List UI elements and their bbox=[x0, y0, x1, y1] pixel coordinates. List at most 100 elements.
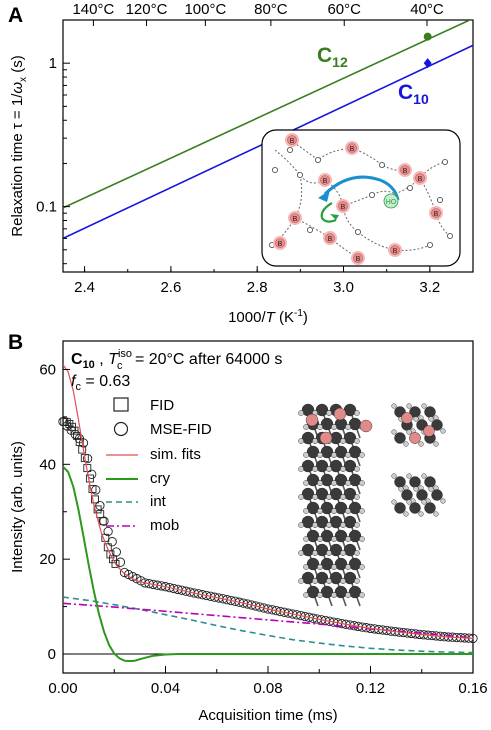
carbon-atom bbox=[348, 445, 362, 459]
panel-b-x-ticks: 0.00 0.04 0.08 0.12 0.16 bbox=[48, 666, 488, 697]
boron-label: B bbox=[403, 168, 408, 175]
a-marker-c10 bbox=[423, 58, 432, 69]
fid-point bbox=[78, 445, 87, 454]
hydrogen-atom bbox=[406, 473, 412, 479]
hydrogen-atom bbox=[312, 466, 318, 472]
hydrogen-atom bbox=[331, 424, 337, 430]
a-top-tick-label: 60°C bbox=[327, 1, 361, 18]
hydrogen-atom bbox=[433, 511, 439, 517]
mse-fid-point bbox=[107, 537, 117, 547]
panel-b-y-ticks: 0 20 40 60 bbox=[39, 361, 70, 663]
carbon-atom bbox=[329, 487, 343, 501]
carbon-atom bbox=[334, 501, 348, 515]
a-marker-c12 bbox=[423, 32, 432, 41]
hydrogen-atom bbox=[298, 578, 304, 584]
hydrogen-atom bbox=[340, 466, 346, 472]
b-x-tick-label: 0.08 bbox=[253, 680, 282, 697]
inset-network-schematic: B B B B B B B B B B B B HO bbox=[261, 129, 461, 267]
hydrogen-atom bbox=[312, 550, 318, 556]
hydrogen-atom bbox=[317, 452, 323, 458]
fid-point bbox=[62, 418, 71, 427]
carbon-atom bbox=[306, 529, 320, 543]
hydrogen-atom bbox=[298, 494, 304, 500]
panel-b-letter: B bbox=[8, 331, 23, 354]
fraction-annotation: fc = 0.63 bbox=[71, 373, 130, 393]
hydrogen-atom bbox=[413, 486, 419, 492]
hydrogen-atom bbox=[298, 550, 304, 556]
hydrogen-atom bbox=[391, 429, 397, 435]
hydrogen-atom bbox=[440, 428, 446, 434]
b-x-tick-label: 0.16 bbox=[458, 680, 487, 697]
boron-label: B bbox=[328, 236, 333, 243]
hydrogen-atom bbox=[326, 494, 332, 500]
b-y-tick-label: 60 bbox=[39, 361, 56, 378]
boron-label: B bbox=[323, 178, 328, 185]
boron-node bbox=[390, 245, 400, 255]
network-oxygen-node bbox=[306, 226, 313, 233]
carbon-atom bbox=[348, 417, 362, 431]
carbon-atom bbox=[334, 557, 348, 571]
carbon-atom bbox=[315, 515, 329, 529]
b-y-tick-label: 20 bbox=[39, 551, 56, 568]
hydrogen-atom bbox=[406, 403, 412, 409]
boron-node bbox=[431, 208, 441, 218]
hydrogen-atom bbox=[298, 410, 304, 416]
hydrogen-atom bbox=[354, 410, 360, 416]
hydrogen-atom bbox=[354, 578, 360, 584]
panel-a-x-ticks: 2.4 2.6 2.8 3.0 3.2 bbox=[74, 266, 440, 296]
hydrogen-atom bbox=[391, 499, 397, 505]
boron-label: B bbox=[341, 204, 346, 211]
mse-fid-point bbox=[115, 557, 126, 567]
boron-label: B bbox=[434, 211, 439, 218]
mse-fid-point bbox=[119, 567, 130, 578]
a-series-line-c12 bbox=[63, 20, 472, 209]
hydrogen-atom bbox=[359, 592, 365, 598]
boron-node bbox=[275, 238, 285, 248]
b-y-tick-label: 40 bbox=[39, 456, 56, 473]
hydrogen-atom bbox=[359, 536, 365, 542]
rotation-arrowhead-green bbox=[330, 214, 339, 220]
carbon-atom bbox=[343, 515, 357, 529]
boron-atom bbox=[409, 432, 421, 444]
panel-a-letter: A bbox=[8, 4, 23, 27]
hydrogen-atom bbox=[331, 508, 337, 514]
hydrogen-atom bbox=[345, 536, 351, 542]
cry-component-line bbox=[63, 465, 473, 663]
hydrogen-atom bbox=[298, 438, 304, 444]
hydrogen-atom bbox=[303, 480, 309, 486]
hydrogen-atom bbox=[331, 592, 337, 598]
network-oxygen-node bbox=[406, 184, 413, 191]
hydrogen-atom bbox=[354, 466, 360, 472]
hydroxyl-group-node bbox=[383, 193, 399, 209]
carbon-atom bbox=[348, 501, 362, 515]
carbon-atom bbox=[343, 543, 357, 557]
carbon-atom bbox=[320, 529, 334, 543]
carbon-atom bbox=[306, 557, 320, 571]
carbon-atom bbox=[343, 571, 357, 585]
network-oxygen-node bbox=[271, 166, 278, 173]
hydrogen-atom bbox=[421, 499, 427, 505]
network-nodes: B B B B B B B B B B B B bbox=[268, 133, 453, 265]
a-top-tick-label: 80°C bbox=[254, 1, 288, 18]
fid-point bbox=[111, 559, 120, 568]
carbon-atom bbox=[334, 585, 348, 599]
carbon-atom bbox=[394, 476, 406, 488]
carbon-atom bbox=[301, 431, 315, 445]
sample-annotation: C10 , Tiso c = 20°C after 64000 s bbox=[71, 348, 282, 372]
fid-point bbox=[98, 517, 107, 526]
hydrogen-atom bbox=[440, 498, 446, 504]
boron-node bbox=[325, 233, 335, 243]
panel-a-y-axis-label: Relaxation time τ = 1/ωx (s) bbox=[9, 55, 29, 236]
boron-node bbox=[415, 173, 425, 183]
panel-b-x-axis-label: Acquisition time (ms) bbox=[198, 707, 337, 724]
hydrogen-atom bbox=[331, 564, 337, 570]
carbon-atom bbox=[320, 473, 334, 487]
hydrogen-atom bbox=[354, 522, 360, 528]
carbon-atom bbox=[301, 543, 315, 557]
carbon-atom bbox=[315, 571, 329, 585]
hydrogen-atom bbox=[421, 403, 427, 409]
boron-node bbox=[290, 213, 300, 223]
network-oxygen-node bbox=[314, 156, 321, 163]
hydrogen-atom bbox=[428, 486, 434, 492]
boron-atom bbox=[359, 419, 373, 433]
